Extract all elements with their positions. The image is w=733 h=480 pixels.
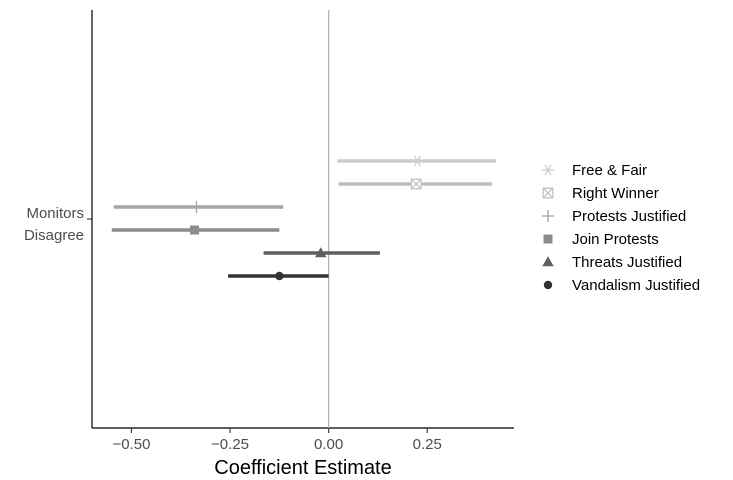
legend-label: Vandalism Justified [572,277,700,294]
plus-marker [542,210,554,222]
x-tick-label: 0.25 [413,436,442,453]
circle-marker [275,271,284,281]
y-category-label-line-2: Disagree [24,227,84,244]
series-protests-justified [113,201,284,213]
legend-label: Join Protests [572,231,659,248]
plus-marker [190,201,203,213]
marker-stroke [542,187,554,199]
series-threats-justified [263,247,380,258]
boxed-x-marker [410,178,422,190]
series-right-winner [338,178,493,190]
series-vandalism-justified [228,271,329,281]
x-ticks: −0.50 −0.25 0.00 0.25 [112,428,442,453]
marker-stroke [410,178,422,190]
series-free-fair [337,155,497,167]
legend-item: Vandalism Justified [543,277,700,294]
marker-stroke [413,155,421,167]
y-category-label-line-1: Monitors [26,205,84,222]
legend-item: Join Protests [543,231,659,248]
triangle-marker [542,256,554,267]
legend-label: Threats Justified [572,254,682,271]
circle-marker [543,280,553,290]
legend-label: Free & Fair [572,162,647,179]
x-axis-title: Coefficient Estimate [214,457,392,479]
legend-label: Right Winner [572,185,659,202]
marker-stroke [544,164,552,176]
legend-item: Protests Justified [542,208,686,225]
legend: Free & Fair Right Winner Protests Justifie… [542,162,700,294]
square-marker [543,234,553,244]
series-layer [111,155,497,281]
asterisk-marker [411,155,424,167]
legend-item: Right Winner [542,185,659,202]
asterisk-marker [542,164,554,176]
x-tick-label: 0.00 [314,436,343,453]
boxed-x-marker [542,187,554,199]
x-tick-label: −0.25 [211,436,249,453]
legend-item: Threats Justified [542,254,682,271]
legend-item: Free & Fair [542,162,647,179]
x-tick-label: −0.50 [112,436,150,453]
series-join-protests [111,225,280,235]
triangle-marker [315,247,327,258]
legend-label: Protests Justified [572,208,686,225]
square-marker [190,225,200,235]
